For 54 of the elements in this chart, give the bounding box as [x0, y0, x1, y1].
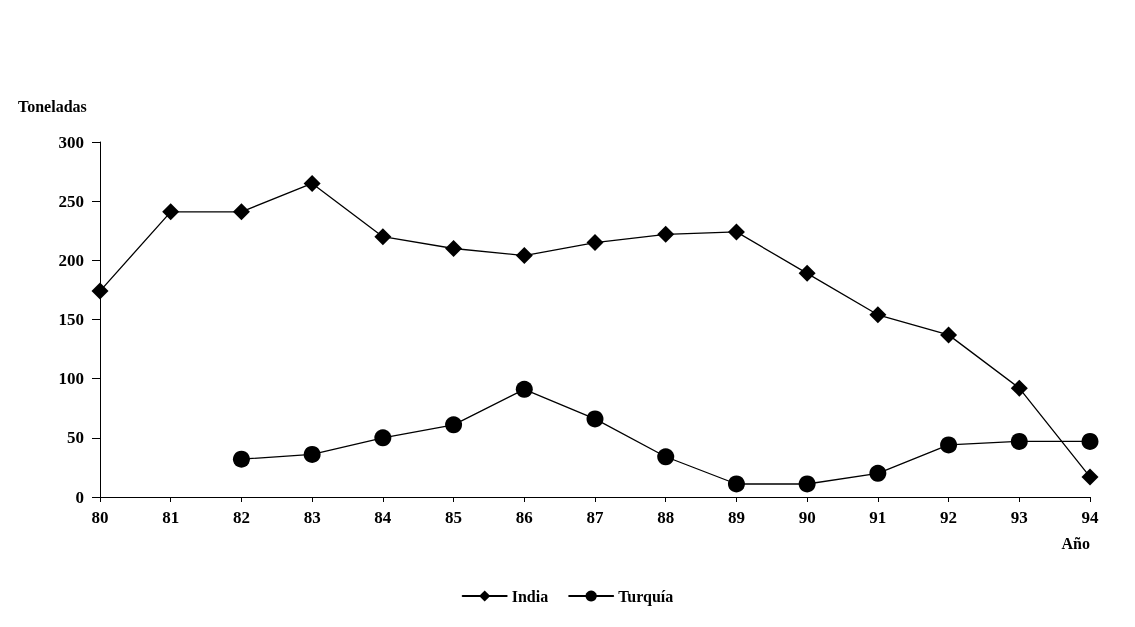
y-tick-label: 250 [58, 191, 84, 211]
x-tick-label: 85 [445, 508, 463, 527]
legend-label: India [511, 587, 549, 605]
point [303, 445, 321, 463]
point [374, 228, 392, 246]
point [586, 234, 604, 252]
point [374, 429, 392, 447]
x-tick-label: 94 [1081, 508, 1099, 527]
point [515, 247, 533, 265]
x-tick-label: 86 [515, 508, 533, 527]
point [869, 306, 887, 324]
point [1010, 379, 1028, 397]
x-tick-label: 89 [727, 508, 745, 527]
point [1081, 432, 1099, 450]
y-tick-label: 300 [58, 132, 84, 152]
x-tick-label: 90 [798, 508, 816, 527]
point [798, 475, 816, 493]
x-axis-title: Año [1061, 534, 1090, 552]
point [727, 223, 745, 241]
y-tick-label: 0 [75, 487, 84, 507]
point [869, 464, 887, 482]
y-tick-label: 50 [67, 428, 84, 448]
point [445, 416, 463, 434]
point [515, 380, 533, 398]
point [445, 240, 463, 257]
x-tick-label: 82 [232, 508, 250, 527]
point [232, 450, 250, 468]
legend-label: Turquía [618, 587, 674, 606]
point [657, 225, 675, 243]
x-tick-label: 84 [374, 508, 392, 527]
point [727, 475, 745, 493]
point [303, 174, 321, 192]
x-tick-label: 87 [586, 508, 604, 527]
x-tick-label: 81 [162, 508, 180, 527]
x-tick-label: 91 [869, 508, 887, 527]
point [1081, 468, 1099, 486]
point [91, 282, 109, 300]
y-tick-label: 100 [58, 369, 84, 389]
point [657, 448, 675, 466]
point [232, 203, 250, 221]
point [798, 264, 816, 282]
point [586, 410, 604, 428]
point [1010, 432, 1028, 450]
point [940, 326, 958, 344]
point [162, 203, 180, 221]
x-tick-label: 83 [303, 508, 321, 527]
y-axis-title: Toneladas [18, 97, 87, 115]
x-tick-label: 80 [91, 508, 109, 527]
x-tick-label: 92 [940, 508, 958, 527]
x-tick-label: 93 [1010, 508, 1028, 527]
y-tick-label: 200 [58, 250, 84, 270]
y-tick-label: 150 [58, 310, 84, 329]
point [940, 436, 958, 454]
x-tick-label: 88 [657, 508, 675, 527]
